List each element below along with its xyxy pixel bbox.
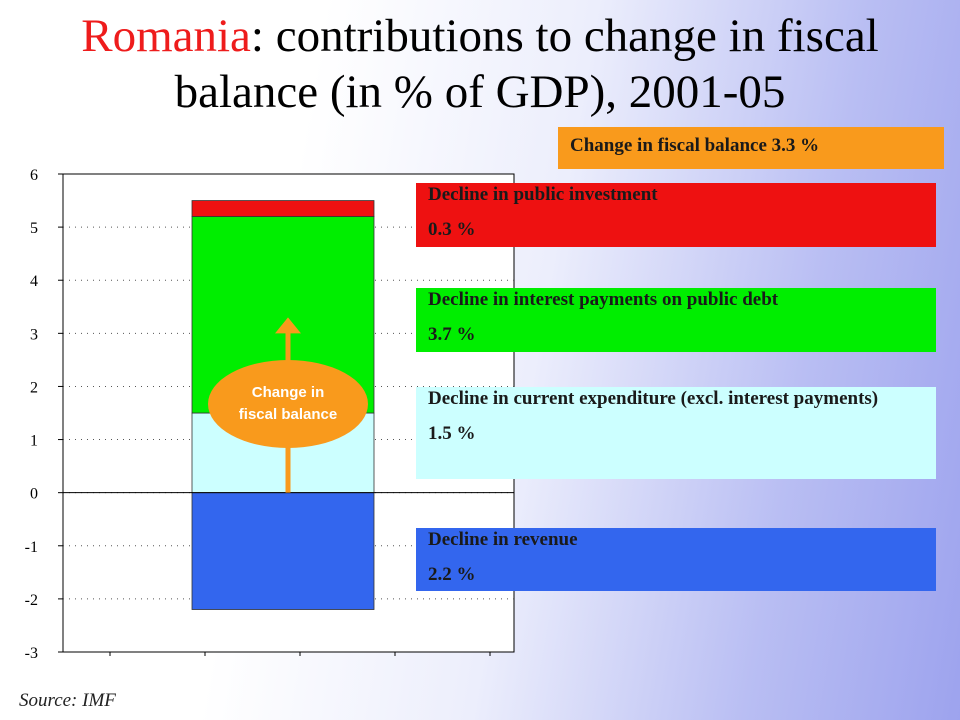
label-interest-payments: Decline in interest payments on public d… [416,288,936,352]
arrow-label-ellipse [208,360,368,448]
change-in-fiscal-balance-box: Change in fiscal balance 3.3 % [558,127,944,169]
arrow-head [275,317,301,334]
arrow-label-line1: Change in [252,384,325,401]
y-tick-label: 0 [30,486,38,503]
label-revenue: Decline in revenue 2.2 % [416,528,936,591]
label-title: Decline in public investment [428,184,658,205]
label-value: 3.7 % [428,324,476,345]
change-in-fiscal-balance-text: Change in fiscal balance 3.3 % [570,135,820,156]
label-public-investment: Decline in public investment 0.3 % [416,183,936,247]
y-tick-label: 4 [30,273,38,290]
y-tick-label: 2 [30,379,38,396]
y-tick-label: 3 [30,326,38,343]
title-rest: : contributions to change in fiscal [250,10,879,62]
label-title: Decline in revenue [428,529,578,550]
change-arrow: Change in fiscal balance [208,317,368,493]
y-tick-label: -2 [25,592,38,609]
title-country: Romania [81,10,251,62]
label-value: 0.3 % [428,219,476,240]
bar-segment [191,492,375,610]
title-line2: balance (in % of GDP), 2001-05 [174,66,786,118]
bar-segment [191,200,375,217]
page-title: Romania: contributions to change in fisc… [0,8,960,120]
y-axis-ticks: -3 -2 -1 0 1 2 3 4 5 6 [25,167,491,662]
label-title: Decline in current expenditure (excl. in… [428,388,879,409]
y-tick-label: 6 [30,167,38,184]
y-tick-label: -3 [25,645,38,662]
label-current-expenditure: Decline in current expenditure (excl. in… [416,387,936,479]
arrow-label-line2: fiscal balance [239,406,337,423]
y-tick-label: 1 [30,433,38,450]
y-tick-label: 5 [30,220,38,237]
label-value: 1.5 % [428,423,476,444]
label-value: 2.2 % [428,564,476,585]
source-note: Source: IMF [19,690,116,711]
label-title: Decline in interest payments on public d… [428,289,779,310]
y-tick-label: -1 [25,539,38,556]
